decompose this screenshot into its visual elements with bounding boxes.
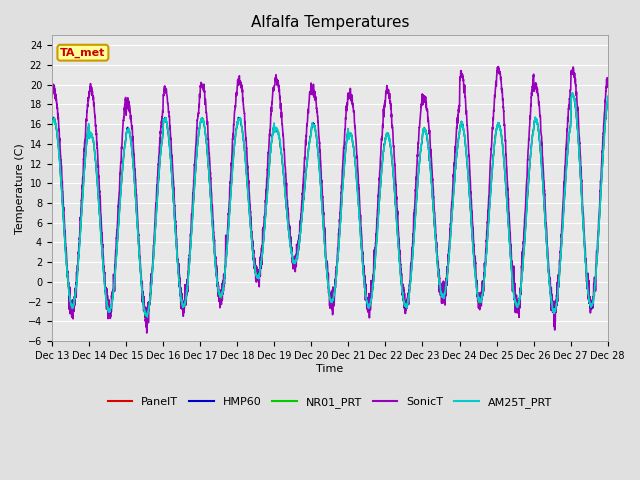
NR01_PRT: [143, 313, 150, 319]
Y-axis label: Temperature (C): Temperature (C): [15, 143, 25, 234]
PanelT: [48, 120, 56, 125]
Text: TA_met: TA_met: [60, 48, 106, 58]
SonicT: [148, 277, 156, 283]
HMP60: [604, 98, 612, 104]
Legend: PanelT, HMP60, NR01_PRT, SonicT, AM25T_PRT: PanelT, HMP60, NR01_PRT, SonicT, AM25T_P…: [103, 393, 556, 412]
SonicT: [143, 330, 150, 336]
SonicT: [454, 108, 462, 114]
PanelT: [424, 140, 431, 145]
AM25T_PRT: [143, 314, 151, 320]
SonicT: [309, 87, 317, 93]
AM25T_PRT: [604, 98, 611, 104]
NR01_PRT: [454, 135, 462, 141]
AM25T_PRT: [486, 199, 494, 204]
SonicT: [48, 95, 56, 101]
NR01_PRT: [604, 96, 612, 102]
AM25T_PRT: [454, 135, 462, 141]
NR01_PRT: [604, 102, 611, 108]
PanelT: [486, 197, 494, 203]
PanelT: [309, 121, 317, 127]
SonicT: [495, 63, 502, 69]
Line: AM25T_PRT: AM25T_PRT: [52, 93, 608, 317]
AM25T_PRT: [424, 140, 431, 146]
HMP60: [424, 139, 431, 145]
Title: Alfalfa Temperatures: Alfalfa Temperatures: [251, 15, 409, 30]
PanelT: [604, 100, 611, 106]
NR01_PRT: [486, 199, 494, 205]
HMP60: [148, 276, 156, 282]
PanelT: [604, 96, 612, 102]
PanelT: [454, 136, 462, 142]
NR01_PRT: [48, 122, 56, 128]
HMP60: [143, 314, 150, 320]
HMP60: [569, 92, 577, 97]
HMP60: [454, 137, 462, 143]
NR01_PRT: [568, 90, 576, 96]
SonicT: [424, 113, 431, 119]
X-axis label: Time: Time: [316, 363, 344, 373]
SonicT: [604, 75, 611, 81]
HMP60: [604, 99, 611, 105]
Line: PanelT: PanelT: [52, 95, 608, 318]
NR01_PRT: [309, 122, 317, 128]
Line: NR01_PRT: NR01_PRT: [52, 93, 608, 316]
PanelT: [569, 92, 577, 97]
Line: HMP60: HMP60: [52, 95, 608, 317]
SonicT: [604, 77, 612, 83]
AM25T_PRT: [309, 122, 317, 128]
HMP60: [309, 120, 317, 126]
SonicT: [486, 169, 494, 175]
NR01_PRT: [424, 139, 431, 144]
HMP60: [48, 120, 56, 125]
AM25T_PRT: [48, 119, 56, 124]
PanelT: [148, 276, 156, 281]
AM25T_PRT: [148, 277, 156, 283]
PanelT: [142, 315, 150, 321]
Line: SonicT: SonicT: [52, 66, 608, 333]
HMP60: [486, 199, 494, 204]
AM25T_PRT: [604, 94, 612, 99]
AM25T_PRT: [569, 90, 577, 96]
NR01_PRT: [148, 276, 156, 282]
